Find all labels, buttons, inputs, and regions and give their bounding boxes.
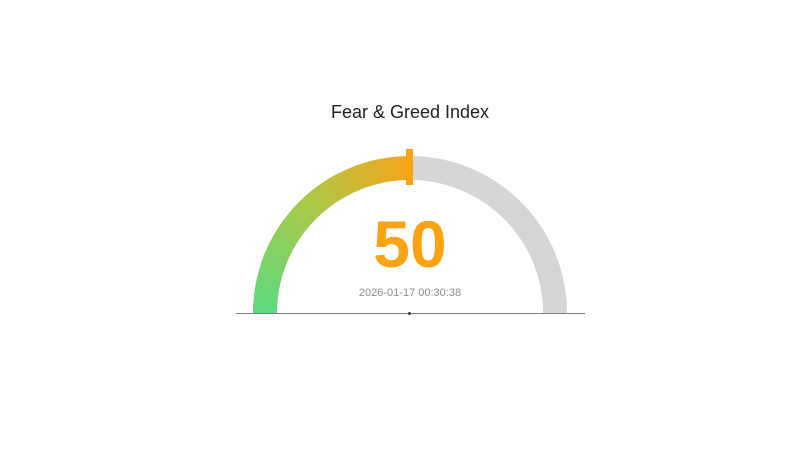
gauge-timestamp: 2026-01-17 00:30:38 bbox=[358, 287, 462, 299]
gauge-pointer-tick bbox=[406, 149, 413, 185]
chart-title: Fear & Greed Index bbox=[330, 102, 490, 122]
gauge-pivot-dot bbox=[408, 312, 411, 315]
gauge-value: 50 bbox=[373, 207, 447, 281]
